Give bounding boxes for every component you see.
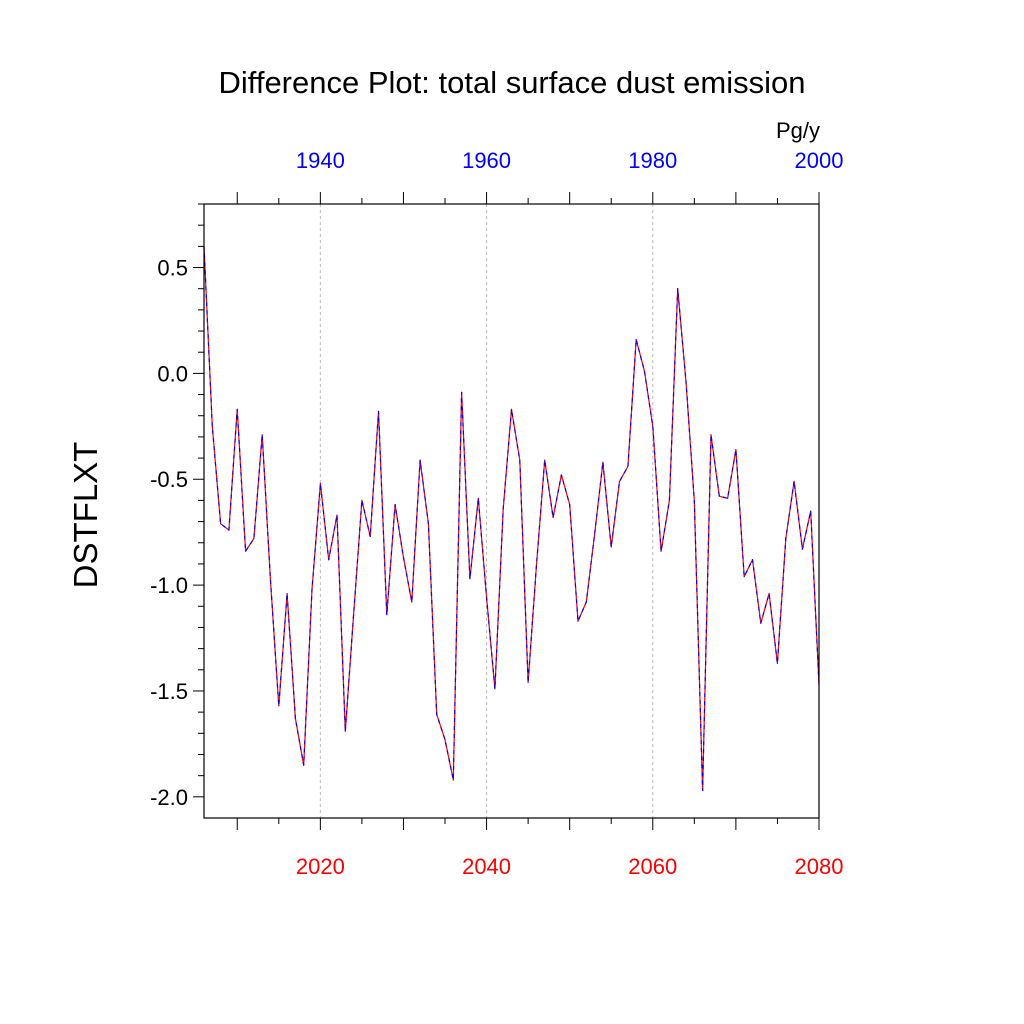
data-point xyxy=(560,474,562,476)
data-point xyxy=(328,559,330,561)
data-point xyxy=(436,713,438,715)
data-point xyxy=(211,425,213,427)
data-point xyxy=(311,588,313,590)
y-tick-label: -1.0 xyxy=(150,573,188,598)
x-top-tick-label: 2000 xyxy=(795,148,844,173)
data-point xyxy=(411,601,413,603)
data-point xyxy=(336,514,338,516)
data-series xyxy=(203,245,820,792)
data-point xyxy=(278,705,280,707)
data-point xyxy=(344,730,346,732)
data-point xyxy=(244,550,247,552)
data-point xyxy=(735,449,737,451)
data-point xyxy=(635,338,637,341)
data-point xyxy=(461,391,463,394)
y-tick-label: -0.5 xyxy=(150,467,188,492)
data-point xyxy=(394,504,396,506)
data-point xyxy=(585,601,587,603)
data-point xyxy=(793,480,795,482)
data-point xyxy=(519,459,521,461)
data-point xyxy=(269,580,272,582)
data-point xyxy=(577,620,579,622)
data-point xyxy=(660,550,662,552)
data-point xyxy=(477,497,479,499)
x-top-tick-label: 1960 xyxy=(462,148,511,173)
x-top-tick-label: 1980 xyxy=(628,148,677,173)
data-point xyxy=(510,408,513,410)
data-point xyxy=(718,495,720,497)
data-point xyxy=(552,516,554,518)
data-point xyxy=(726,497,729,499)
data-point xyxy=(253,537,255,540)
data-point xyxy=(643,370,646,372)
data-point xyxy=(469,578,471,580)
data-point xyxy=(743,576,745,578)
units-label: Pg/y xyxy=(776,118,820,143)
data-point xyxy=(319,482,321,485)
data-point xyxy=(618,480,621,482)
data-point xyxy=(485,597,488,599)
data-point xyxy=(693,499,695,502)
y-tick-label: -1.5 xyxy=(150,679,188,704)
data-point xyxy=(569,504,571,506)
y-tick-label: -2.0 xyxy=(150,785,188,810)
data-point xyxy=(286,592,288,595)
data-point xyxy=(627,465,629,468)
vertical-gridlines xyxy=(319,204,654,818)
data-point xyxy=(427,523,429,525)
data-point xyxy=(685,381,687,383)
data-point xyxy=(652,425,654,427)
data-point xyxy=(228,529,230,531)
data-point xyxy=(377,410,380,413)
series-line-difference xyxy=(203,246,820,792)
data-point xyxy=(352,614,355,616)
data-point xyxy=(668,499,671,502)
data-point xyxy=(776,662,779,665)
data-point xyxy=(785,537,787,540)
data-point xyxy=(610,546,612,548)
x-bottom-tick-label: 2040 xyxy=(462,854,511,879)
y-tick-label: 0.0 xyxy=(157,361,188,386)
data-point xyxy=(768,592,770,595)
chart-title: Difference Plot: total surface dust emis… xyxy=(219,65,806,100)
data-point xyxy=(494,688,496,690)
data-point xyxy=(236,408,238,410)
data-point xyxy=(710,434,712,436)
data-point xyxy=(402,556,405,559)
x-top-tick-label: 1940 xyxy=(296,148,345,173)
data-point xyxy=(702,789,704,792)
data-point xyxy=(361,499,363,502)
data-point xyxy=(419,459,421,461)
data-point xyxy=(369,535,371,538)
data-point xyxy=(261,434,263,436)
data-point xyxy=(502,508,504,510)
data-point xyxy=(594,533,596,535)
data-point xyxy=(303,764,305,766)
y-tick-label: 0.5 xyxy=(157,256,188,281)
x-bottom-tick-label: 2020 xyxy=(296,854,345,879)
data-point xyxy=(760,622,762,624)
data-point xyxy=(801,548,803,550)
data-point xyxy=(535,565,538,567)
data-point xyxy=(527,681,529,684)
data-point xyxy=(452,779,454,781)
data-point xyxy=(220,523,222,525)
data-point xyxy=(602,461,604,463)
data-point xyxy=(544,459,546,461)
data-point xyxy=(677,288,679,290)
data-point xyxy=(751,559,754,561)
y-axis-label: DSTFLXT xyxy=(67,442,104,589)
plot-frame xyxy=(203,203,820,819)
data-point xyxy=(294,717,297,720)
data-point xyxy=(810,510,812,512)
axes xyxy=(193,192,820,830)
series-dash-difference xyxy=(203,246,820,792)
data-point xyxy=(386,614,388,616)
tick-labels: 0.5 0.0 -0.5 -1.0 -1.5 -2.0 2020 2040 2060 2080 19… xyxy=(150,148,843,879)
x-bottom-tick-label: 2060 xyxy=(628,854,677,879)
data-point xyxy=(444,739,446,741)
x-bottom-tick-label: 2080 xyxy=(795,854,844,879)
